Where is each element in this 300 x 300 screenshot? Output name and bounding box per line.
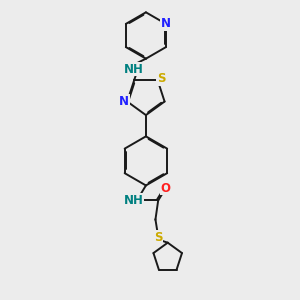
Text: S: S — [157, 72, 166, 85]
Text: N: N — [161, 17, 171, 30]
Text: O: O — [161, 182, 171, 195]
Text: N: N — [119, 95, 129, 108]
Text: NH: NH — [124, 194, 144, 207]
Text: S: S — [154, 231, 162, 244]
Text: NH: NH — [123, 63, 143, 76]
